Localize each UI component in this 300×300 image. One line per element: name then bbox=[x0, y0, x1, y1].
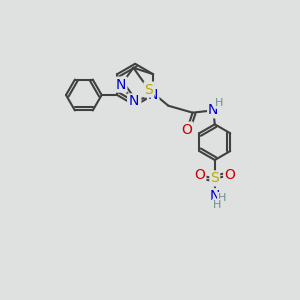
Text: S: S bbox=[145, 82, 153, 97]
Text: N: N bbox=[148, 88, 158, 102]
Text: H: H bbox=[218, 193, 226, 203]
Text: N: N bbox=[210, 189, 220, 203]
Text: H: H bbox=[213, 200, 221, 210]
Text: H: H bbox=[215, 98, 224, 108]
Text: N: N bbox=[130, 98, 140, 112]
Text: O: O bbox=[194, 168, 206, 182]
Text: N: N bbox=[128, 94, 139, 108]
Text: S: S bbox=[210, 171, 219, 185]
Text: O: O bbox=[182, 123, 192, 136]
Text: N: N bbox=[208, 103, 218, 117]
Text: N: N bbox=[116, 78, 126, 92]
Text: O: O bbox=[224, 168, 235, 182]
